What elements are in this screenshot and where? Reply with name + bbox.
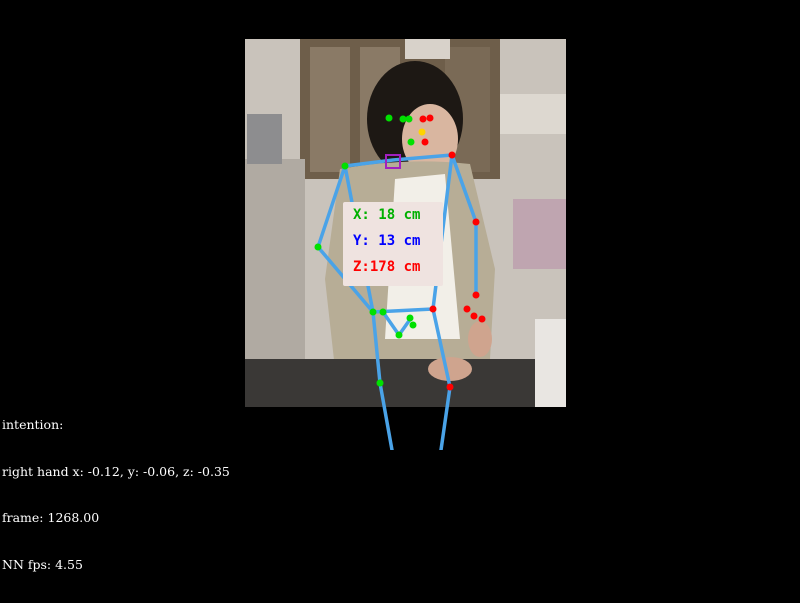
- skeleton-shoulders: [343, 153, 454, 168]
- left-shoulder-joint: [341, 162, 349, 170]
- right-elbow-joint: [472, 218, 480, 226]
- left-finger-joint: [395, 331, 403, 339]
- left-elbow-joint: [314, 243, 322, 251]
- right-hip-joint: [429, 305, 437, 313]
- left-eye-joint: [385, 114, 393, 122]
- mouth-joint: [421, 138, 429, 146]
- y-coordinate: Y: 13 cm: [353, 233, 421, 249]
- right-knee-joint: [446, 383, 454, 391]
- right-joints: [419, 114, 486, 391]
- left-hand-joint-2: [409, 321, 417, 329]
- right-finger-joint: [478, 315, 486, 323]
- skeleton-right-leg: [431, 307, 452, 450]
- neck-marker: [385, 154, 401, 169]
- right-shoulder-joint: [448, 151, 456, 159]
- status-panel: intention: right hand x: -0.12, y: -0.06…: [2, 386, 230, 603]
- left-knee-joint: [376, 379, 384, 387]
- right-hand-vector: right hand x: -0.12, y: -0.06, z: -0.35: [2, 463, 230, 479]
- right-hand-joint: [463, 305, 471, 313]
- position-readout: X: 18 cm Y: 13 cm Z:178 cm: [343, 202, 443, 286]
- left-joints: [314, 114, 417, 387]
- frame-counter: frame: 1268.00: [2, 510, 100, 525]
- left-wrist-joint: [379, 308, 387, 316]
- nose-joint: [407, 138, 415, 146]
- skeleton-right-arm: [450, 153, 478, 297]
- left-ear-joint-2: [405, 115, 413, 123]
- z-coordinate: Z:178 cm: [353, 259, 421, 275]
- right-eye-joint: [419, 115, 427, 123]
- right-ear-joint: [426, 114, 434, 122]
- left-hand-joint: [406, 314, 414, 322]
- skeleton: [316, 153, 478, 450]
- fps-readout: NN fps: 4.55: [2, 556, 83, 572]
- eye-keypoint-marker: [418, 128, 426, 136]
- skeleton-hand-left: [381, 310, 413, 337]
- video-viewport: X: 18 cm Y: 13 cm Z:178 cm intention: ri…: [2, 39, 566, 572]
- right-hand-joint-2: [470, 312, 478, 320]
- right-wrist-joint: [472, 291, 480, 299]
- x-coordinate: X: 18 cm: [353, 207, 421, 223]
- left-ear-joint: [399, 115, 407, 123]
- left-hip-joint: [369, 308, 377, 316]
- intention-label: intention:: [2, 417, 64, 432]
